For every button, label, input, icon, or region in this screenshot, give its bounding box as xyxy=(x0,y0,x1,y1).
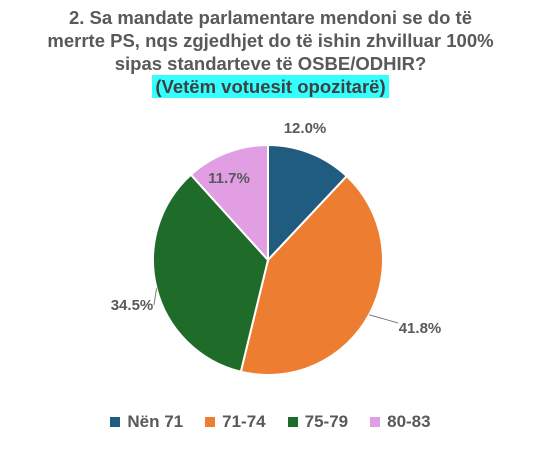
legend-item-1: Nën 71 xyxy=(110,412,183,432)
legend-swatch-2 xyxy=(205,417,216,427)
data-label-2: 41.8% xyxy=(399,320,442,337)
chart-title-line-2: merrte PS, nqs zgjedhjet do të ishin zhv… xyxy=(47,30,494,51)
legend-item-2: 71-74 xyxy=(205,412,266,432)
pie-slice-n-n-71 xyxy=(267,143,349,263)
data-label-1: 12.0% xyxy=(284,120,327,137)
data-label-4: 11.7% xyxy=(208,170,250,187)
leader-line-2 xyxy=(368,314,399,324)
chart-legend: Nën 71 71-74 75-79 80-83 xyxy=(0,412,541,432)
leader-line-3 xyxy=(153,288,158,306)
legend-label-2: 71-74 xyxy=(222,412,266,431)
legend-swatch-4 xyxy=(370,417,381,427)
chart-title-line-1: 2. Sa mandate parlamentare mendoni se do… xyxy=(68,7,473,28)
pie-slice-80-83 xyxy=(189,143,269,263)
legend-item-3: 75-79 xyxy=(287,412,349,432)
chart-subtitle: (Vetëm votuesit opozitarë) xyxy=(152,75,389,98)
legend-item-4: 80-83 xyxy=(370,412,431,432)
legend-label-4: 80-83 xyxy=(387,412,431,431)
data-label-3: 34.5% xyxy=(111,297,154,314)
legend-swatch-3 xyxy=(287,417,298,427)
legend-label-1: Nën 71 xyxy=(127,412,184,431)
legend-label-3: 75-79 xyxy=(304,412,349,431)
legend-swatch-1 xyxy=(110,417,121,427)
chart-title: 2. Sa mandate parlamentare mendoni se do… xyxy=(0,6,541,98)
chart-title-line-3: sipas standarteve të OSBE/ODHIR? xyxy=(114,53,427,74)
